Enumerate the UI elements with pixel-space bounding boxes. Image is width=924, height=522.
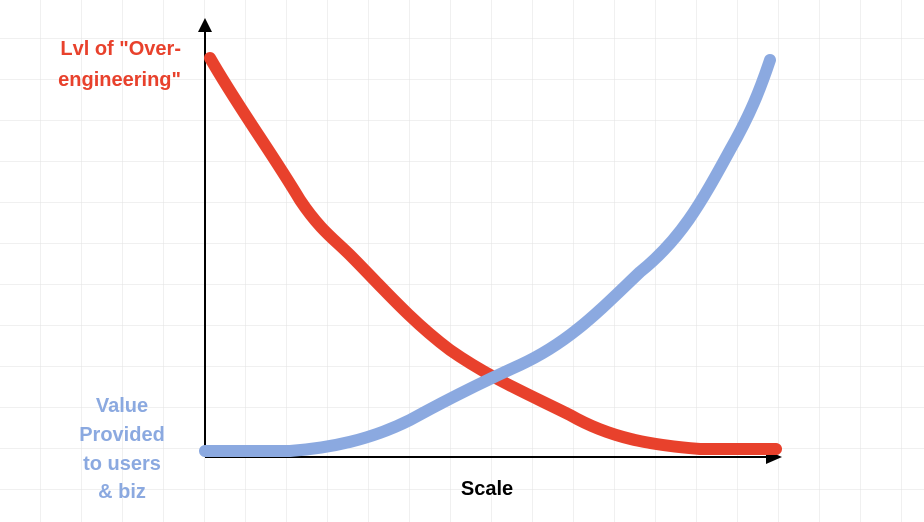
value-label: to users	[83, 453, 161, 475]
over-engineering-curve	[204, 52, 782, 455]
y-axis-label: Lvl of "Over-	[60, 38, 181, 60]
value-label: Provided	[79, 424, 165, 446]
value-label: & biz	[98, 481, 146, 503]
y-axis-arrow	[198, 18, 212, 32]
value-curve	[199, 54, 776, 457]
value-label: Value	[96, 395, 148, 417]
x-axis-label: Scale	[461, 478, 513, 500]
y-axis-label: engineering"	[58, 69, 181, 91]
